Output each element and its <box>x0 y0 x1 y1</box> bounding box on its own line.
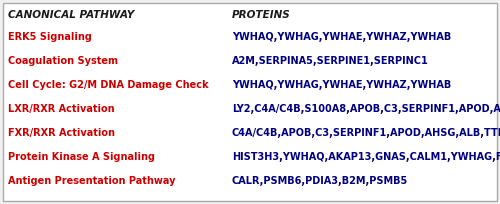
Text: CALR,PSMB6,PDIA3,B2M,PSMB5: CALR,PSMB6,PDIA3,B2M,PSMB5 <box>232 176 408 186</box>
Text: Antigen Presentation Pathway: Antigen Presentation Pathway <box>8 176 175 186</box>
Text: C4A/C4B,APOB,C3,SERPINF1,APOD,AHSG,ALB,TTR: C4A/C4B,APOB,C3,SERPINF1,APOD,AHSG,ALB,T… <box>232 128 500 138</box>
Text: A2M,SERPINA5,SERPINE1,SERPINC1: A2M,SERPINA5,SERPINE1,SERPINC1 <box>232 56 429 66</box>
Text: HIST3H3,YWHAQ,AKAP13,GNAS,CALM1,YWHAG,FLNA,PDIA3,YWHAE,YWHAZ,APEX1,YWHAB: HIST3H3,YWHAQ,AKAP13,GNAS,CALM1,YWHAG,FL… <box>232 152 500 162</box>
Text: FXR/RXR Activation: FXR/RXR Activation <box>8 128 115 138</box>
Text: LXR/RXR Activation: LXR/RXR Activation <box>8 104 115 114</box>
Text: ERK5 Signaling: ERK5 Signaling <box>8 32 92 42</box>
Text: Cell Cycle: G2/M DNA Damage Check: Cell Cycle: G2/M DNA Damage Check <box>8 80 208 90</box>
Text: Coagulation System: Coagulation System <box>8 56 118 66</box>
Text: Protein Kinase A Signaling: Protein Kinase A Signaling <box>8 152 155 162</box>
Text: PROTEINS: PROTEINS <box>232 10 291 20</box>
Text: CANONICAL PATHWAY: CANONICAL PATHWAY <box>8 10 134 20</box>
FancyBboxPatch shape <box>3 3 497 201</box>
Text: YWHAQ,YWHAG,YWHAE,YWHAZ,YWHAB: YWHAQ,YWHAG,YWHAE,YWHAZ,YWHAB <box>232 80 451 90</box>
Text: LY2,C4A/C4B,S100A8,APOB,C3,SERPINF1,APOD,AHSG,ALB,TTR: LY2,C4A/C4B,S100A8,APOB,C3,SERPINF1,APOD… <box>232 104 500 114</box>
Text: YWHAQ,YWHAG,YWHAE,YWHAZ,YWHAB: YWHAQ,YWHAG,YWHAE,YWHAZ,YWHAB <box>232 32 451 42</box>
